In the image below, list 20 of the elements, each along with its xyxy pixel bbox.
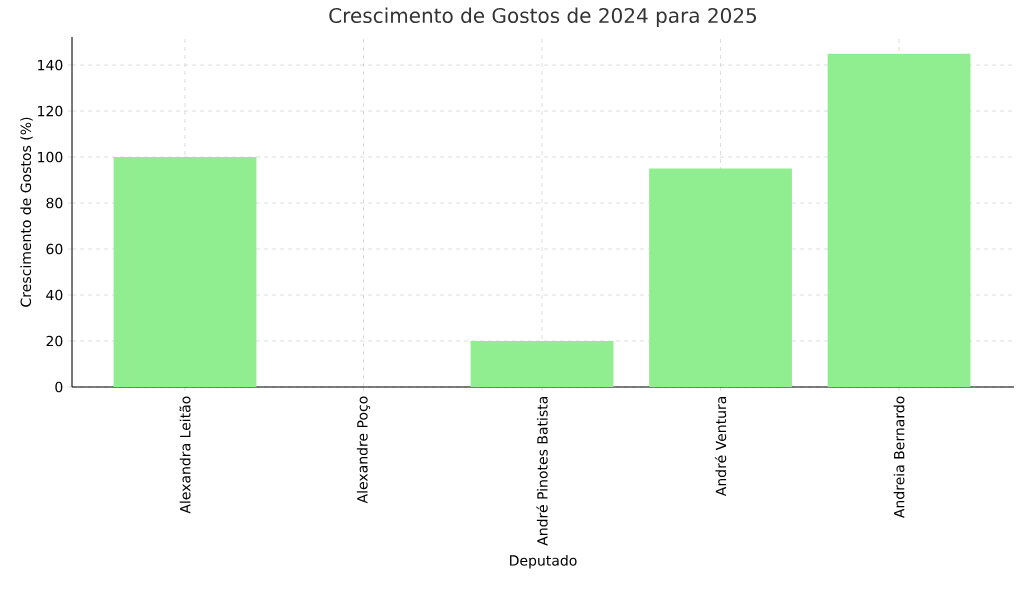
y-tick-label: 0 (55, 381, 63, 393)
bar (649, 168, 792, 387)
y-tick-label: 140 (38, 59, 63, 71)
x-tick-label: Andreia Bernardo (893, 396, 905, 519)
y-tick-label: 60 (46, 243, 63, 255)
bar (470, 341, 614, 387)
bar (113, 157, 257, 387)
y-axis-title: Crescimento de Gostos (%) (20, 117, 33, 307)
x-tick-label: André Pinotes Batista (536, 396, 548, 546)
y-tick-label: 80 (46, 197, 63, 209)
x-axis-title: Deputado (510, 554, 577, 569)
y-tick-label: 20 (46, 335, 63, 347)
x-tick-label: Alexandre Poço (356, 396, 371, 504)
y-tick-label: 100 (38, 151, 63, 163)
x-tick-label: André Ventura (714, 396, 727, 497)
y-tick-label: 40 (46, 289, 63, 301)
y-tick-label: 120 (38, 105, 63, 117)
chart-title: Crescimento de Gostos de 2024 para 2025 (329, 7, 757, 27)
bar (827, 53, 971, 387)
x-tick-label: Alexandra Leitão (179, 396, 191, 514)
